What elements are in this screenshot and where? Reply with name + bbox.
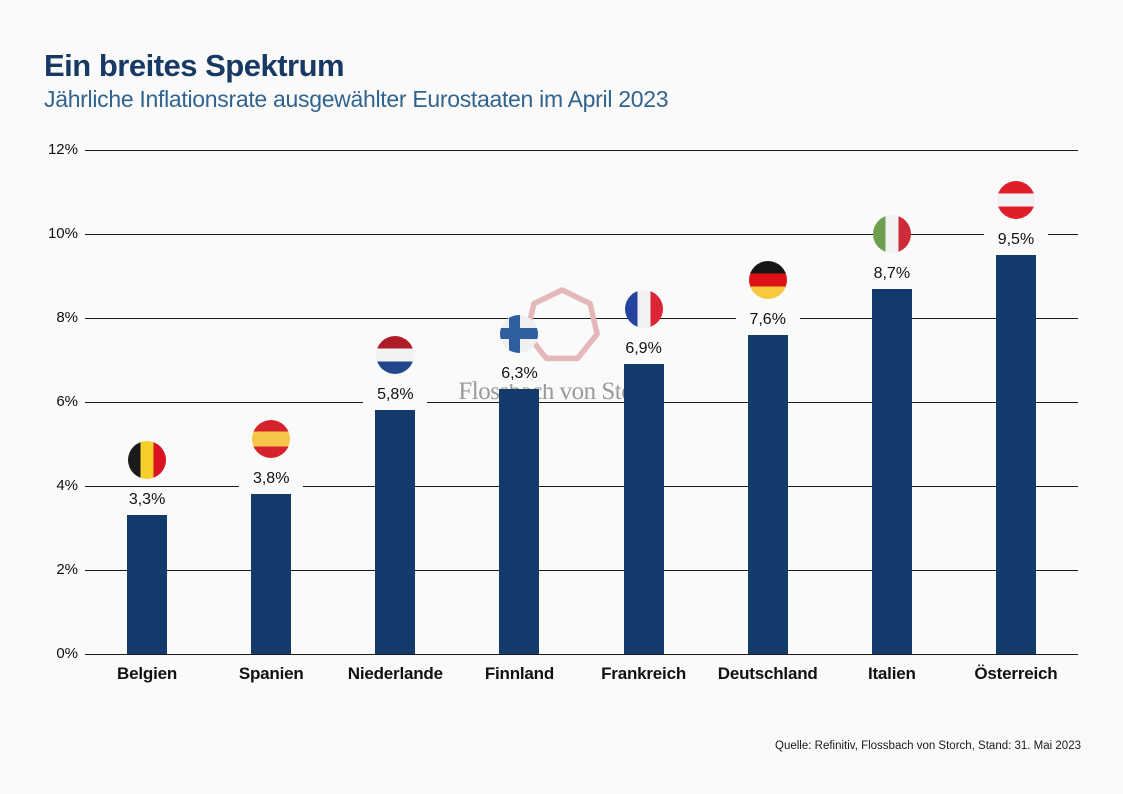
bar <box>375 410 416 654</box>
gridline <box>85 401 1078 403</box>
gridline <box>85 233 1078 235</box>
gridline <box>85 569 1078 571</box>
bar <box>995 255 1036 654</box>
bar <box>623 364 664 654</box>
italy-flag-icon <box>872 214 911 253</box>
netherlands-flag-icon <box>376 336 415 375</box>
bar-value-label: 8,7% <box>859 263 924 284</box>
page-title: Ein breites Spektrum <box>44 48 345 83</box>
gridline <box>85 149 1078 151</box>
bar <box>127 515 168 654</box>
gridline <box>85 485 1078 487</box>
page-subtitle: Jährliche Inflationsrate ausgewählter Eu… <box>44 86 669 112</box>
bar <box>871 288 912 654</box>
source-note: Quelle: Refinitiv, Flossbach von Storch,… <box>775 740 1081 752</box>
category-label: Belgien <box>117 664 178 683</box>
category-label: Finnland <box>484 664 555 683</box>
bar-value-label: 7,6% <box>735 309 800 330</box>
bar-value-label: 3,3% <box>115 490 180 511</box>
category-label: Spanien <box>238 664 304 683</box>
bar <box>251 494 292 654</box>
y-axis-tick-label: 12% <box>47 141 78 158</box>
bar-value-label: 9,5% <box>983 230 1048 250</box>
bar <box>499 389 540 654</box>
nordic-cross-vertical <box>509 315 521 354</box>
category-label: Frankreich <box>601 664 687 683</box>
category-label: Italien <box>867 664 916 683</box>
y-axis-tick-label: 6% <box>56 393 78 410</box>
watermark-heptagon-icon <box>524 287 600 362</box>
bar-value-label: 5,8% <box>363 385 428 406</box>
france-flag-icon <box>624 290 663 329</box>
y-axis-tick-label: 4% <box>56 477 78 494</box>
bar-value-label: 6,9% <box>611 339 676 360</box>
category-label: Niederlande <box>347 664 443 683</box>
category-label: Deutschland <box>717 664 818 683</box>
watermark-text: Flossbach von Storch <box>458 378 664 405</box>
y-axis-tick-label: 2% <box>56 561 78 578</box>
y-axis-tick-label: 8% <box>56 309 78 326</box>
germany-flag-icon <box>748 260 787 299</box>
y-axis-tick-label: 10% <box>47 225 78 242</box>
austria-flag-icon <box>996 181 1035 219</box>
belgium-flag-icon <box>128 441 167 480</box>
finland-flag-icon <box>500 315 539 354</box>
bar-value-label: 6,3% <box>487 364 552 385</box>
bar-value-label: 3,8% <box>239 469 304 490</box>
category-label: Österreich <box>974 664 1058 683</box>
y-axis-tick-label: 0% <box>56 645 78 662</box>
spain-flag-icon <box>252 420 291 459</box>
gridline <box>85 653 1078 655</box>
bar <box>747 334 788 654</box>
gridline <box>85 317 1078 319</box>
